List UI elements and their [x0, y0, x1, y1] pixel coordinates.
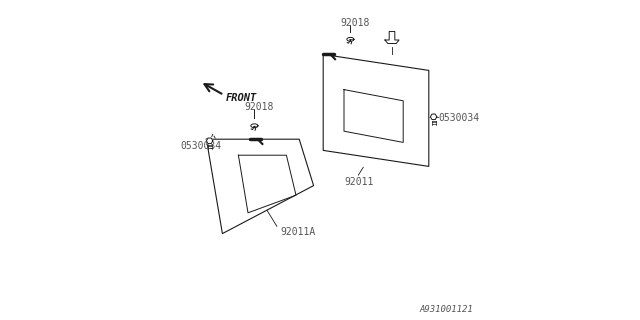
Text: 0530034: 0530034: [438, 113, 479, 123]
Text: 0530034: 0530034: [181, 140, 222, 151]
Text: FRONT: FRONT: [226, 92, 257, 103]
Text: 92011A: 92011A: [280, 227, 316, 237]
Text: 92011: 92011: [344, 177, 373, 187]
Polygon shape: [385, 32, 399, 44]
Text: A931001121: A931001121: [420, 305, 474, 314]
Text: 92018: 92018: [245, 102, 274, 112]
Polygon shape: [206, 138, 212, 144]
Text: 92018: 92018: [340, 18, 369, 28]
Polygon shape: [430, 114, 437, 120]
